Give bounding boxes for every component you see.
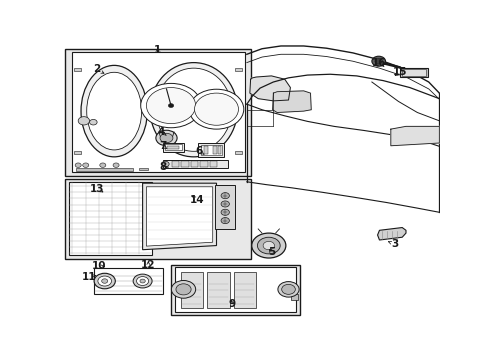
Circle shape xyxy=(113,163,119,167)
Bar xyxy=(209,161,217,167)
Bar xyxy=(233,272,256,308)
Circle shape xyxy=(168,104,173,108)
Text: 12: 12 xyxy=(141,260,155,270)
Ellipse shape xyxy=(156,68,231,151)
Circle shape xyxy=(281,284,295,294)
Text: 9: 9 xyxy=(227,299,235,309)
Polygon shape xyxy=(142,183,216,250)
Bar xyxy=(290,294,297,300)
Circle shape xyxy=(371,56,385,66)
Bar xyxy=(400,68,427,77)
Bar xyxy=(200,145,222,155)
Circle shape xyxy=(251,233,285,258)
Bar xyxy=(72,51,244,172)
Circle shape xyxy=(82,163,89,167)
Bar xyxy=(235,151,242,154)
Bar xyxy=(198,143,224,157)
Circle shape xyxy=(221,217,229,224)
Circle shape xyxy=(98,276,111,286)
Ellipse shape xyxy=(86,72,142,150)
Polygon shape xyxy=(146,187,212,246)
Bar xyxy=(65,179,250,260)
Bar xyxy=(175,267,295,312)
Text: 5: 5 xyxy=(267,247,275,257)
Bar xyxy=(235,68,242,71)
Bar xyxy=(204,146,208,154)
Circle shape xyxy=(374,58,382,64)
Circle shape xyxy=(94,273,115,289)
Circle shape xyxy=(277,282,299,297)
Circle shape xyxy=(75,163,81,167)
Circle shape xyxy=(263,242,274,250)
Text: 15: 15 xyxy=(392,67,407,77)
Bar xyxy=(74,151,81,154)
Bar xyxy=(171,161,179,167)
Circle shape xyxy=(136,276,148,285)
Polygon shape xyxy=(249,76,290,101)
Bar xyxy=(74,68,81,71)
Bar xyxy=(214,185,235,229)
Text: 1: 1 xyxy=(154,45,161,55)
Circle shape xyxy=(140,279,145,283)
Bar xyxy=(76,168,133,171)
Bar xyxy=(200,161,207,167)
Text: 11: 11 xyxy=(82,271,97,282)
Bar xyxy=(164,144,182,150)
Circle shape xyxy=(141,84,201,128)
Bar xyxy=(401,69,425,76)
Bar xyxy=(190,161,198,167)
Circle shape xyxy=(133,274,152,288)
Circle shape xyxy=(221,201,229,207)
Ellipse shape xyxy=(81,66,147,157)
Circle shape xyxy=(156,130,177,146)
Text: 13: 13 xyxy=(90,184,104,194)
Text: 14: 14 xyxy=(190,195,204,205)
Ellipse shape xyxy=(150,63,237,157)
Bar xyxy=(212,146,216,154)
Text: 7: 7 xyxy=(159,141,166,151)
Polygon shape xyxy=(390,126,438,146)
Circle shape xyxy=(78,117,89,125)
Bar xyxy=(68,182,152,255)
Bar xyxy=(181,161,188,167)
Text: 16: 16 xyxy=(371,58,386,68)
Circle shape xyxy=(221,193,229,199)
Bar xyxy=(94,268,163,294)
Bar xyxy=(167,146,179,149)
Circle shape xyxy=(221,209,229,215)
Text: 8: 8 xyxy=(159,162,166,172)
Bar xyxy=(65,49,250,176)
Circle shape xyxy=(257,237,280,254)
Text: 10: 10 xyxy=(92,261,106,271)
Text: 6: 6 xyxy=(195,146,203,156)
Bar xyxy=(206,272,229,308)
Bar xyxy=(163,159,227,168)
Polygon shape xyxy=(272,91,311,112)
Text: 2: 2 xyxy=(93,64,100,74)
Circle shape xyxy=(161,161,169,167)
Circle shape xyxy=(194,93,238,125)
Circle shape xyxy=(102,279,107,283)
Circle shape xyxy=(146,87,195,123)
Circle shape xyxy=(89,120,97,125)
Bar xyxy=(163,143,184,152)
Circle shape xyxy=(189,89,244,129)
Circle shape xyxy=(171,280,195,298)
Bar xyxy=(171,265,299,315)
Circle shape xyxy=(100,163,105,167)
Circle shape xyxy=(160,133,173,143)
Circle shape xyxy=(176,284,191,295)
Polygon shape xyxy=(377,228,405,240)
Bar xyxy=(139,168,148,170)
Text: 3: 3 xyxy=(390,239,397,249)
Text: 4: 4 xyxy=(158,127,165,137)
Bar xyxy=(180,272,203,308)
Bar xyxy=(217,146,221,154)
